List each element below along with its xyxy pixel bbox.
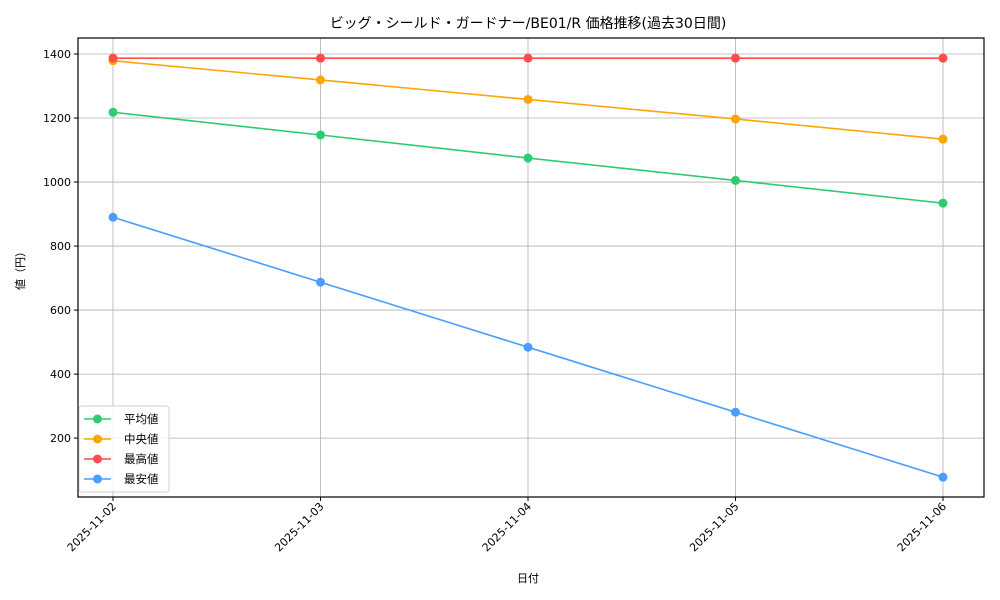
plot-area-frame xyxy=(77,37,985,498)
data-point-marker xyxy=(938,53,948,63)
data-point-marker xyxy=(316,277,325,287)
legend-label: 最安値 xyxy=(124,472,159,486)
legend-item: 最高値 xyxy=(84,452,159,466)
data-point-marker xyxy=(938,134,948,144)
y-tick-label: 600 xyxy=(50,304,71,317)
data-point-marker xyxy=(523,94,533,104)
data-point-marker xyxy=(108,212,118,222)
gridlines xyxy=(78,38,984,497)
y-tick-label: 1200 xyxy=(43,112,71,125)
y-tick-label: 1400 xyxy=(43,48,71,61)
x-tick-label: 2025-11-05 xyxy=(687,500,741,554)
legend-item: 最安値 xyxy=(84,472,159,486)
data-point-marker xyxy=(316,53,325,63)
data-point-marker xyxy=(316,75,325,85)
data-point-marker xyxy=(523,153,533,163)
legend-box xyxy=(78,405,170,493)
legend-label: 平均値 xyxy=(124,412,159,426)
data-point-marker xyxy=(108,53,118,63)
legend-marker-icon xyxy=(93,414,102,424)
data-point-marker xyxy=(938,472,948,482)
data-point-marker xyxy=(523,53,533,63)
y-tick-label: 200 xyxy=(50,432,71,445)
series-0 xyxy=(108,107,948,208)
legend-label: 中央値 xyxy=(124,432,159,446)
data-point-marker xyxy=(523,342,533,352)
data-point-marker xyxy=(731,114,740,124)
chart-title: ビッグ・シールド・ガードナー/BE01/R 価格推移(過去30日間) xyxy=(330,16,727,32)
legend-marker-icon xyxy=(93,434,102,444)
x-tick-label: 2025-11-03 xyxy=(272,500,326,554)
y-axis: 200 400 600 800 1000 1200 1400 xyxy=(43,48,78,445)
data-point-marker xyxy=(108,107,118,117)
x-axis-label: 日付 xyxy=(517,572,539,585)
y-axis-label: 値（円） xyxy=(14,246,27,290)
legend-label: 最高値 xyxy=(124,452,159,466)
data-point-marker xyxy=(938,198,948,208)
x-tick-label: 2025-11-02 xyxy=(65,500,119,554)
series-2 xyxy=(108,53,948,63)
legend-item: 中央値 xyxy=(84,432,159,446)
legend-marker-icon xyxy=(93,454,102,464)
x-tick-label: 2025-11-06 xyxy=(895,500,949,554)
x-axis: 2025-11-02 2025-11-03 2025-11-04 2025-11-05… xyxy=(65,497,949,554)
data-point-marker xyxy=(731,53,740,63)
series-lines xyxy=(108,53,948,482)
y-tick-label: 800 xyxy=(50,240,71,253)
y-tick-label: 1000 xyxy=(43,176,71,189)
data-point-marker xyxy=(316,130,325,140)
y-tick-label: 400 xyxy=(50,368,71,381)
data-point-marker xyxy=(731,407,740,417)
data-point-marker xyxy=(731,175,740,185)
legend-item: 平均値 xyxy=(84,412,159,426)
series-3 xyxy=(108,212,948,482)
legend-marker-icon xyxy=(93,474,102,484)
x-tick-label: 2025-11-04 xyxy=(480,500,534,554)
